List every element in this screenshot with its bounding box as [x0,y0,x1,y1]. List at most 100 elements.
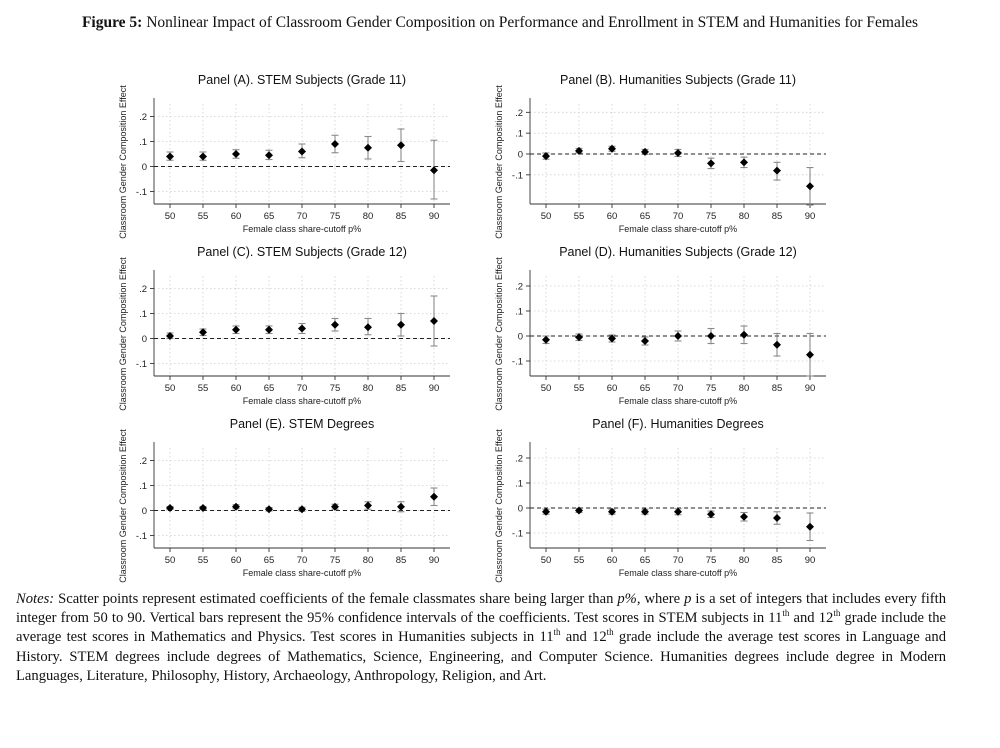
x-tick-label: 85 [396,383,407,394]
y-tick-label: -.1 [136,531,147,542]
y-tick-label: .2 [139,112,147,123]
notes-p-var: p [684,591,692,607]
figure-charts: Panel (A). STEM Subjects (Grade 11) -.1 0.… [118,73,826,583]
y-tick-label: 0 [518,150,523,161]
data-point-marker [740,158,748,167]
figure-caption: Figure 5: Nonlinear Impact of Classroom … [0,14,1000,32]
x-tick-label: 65 [264,555,275,566]
notes-label: Notes: [16,591,55,607]
panel-2: Panel (C). STEM Subjects (Grade 12) -.1 0.… [118,245,450,411]
panel-title: Panel (C). STEM Subjects (Grade 12) [197,245,407,259]
x-tick-label: 55 [198,211,209,222]
data-point-marker [575,146,583,155]
x-tick-label: 70 [297,555,308,566]
y-tick-label: .2 [515,108,523,119]
data-point-marker [397,502,405,511]
panel-title: Panel (A). STEM Subjects (Grade 11) [198,73,406,87]
data-point-marker [773,514,781,522]
y-tick-label: -.1 [512,529,523,540]
data-point-marker [166,152,174,161]
data-point-marker [331,502,339,511]
data-point-marker [232,325,240,334]
x-tick-label: 55 [198,383,209,394]
x-tick-label: 80 [739,211,750,222]
notes-p-percent: p% [617,591,637,607]
x-tick-label: 75 [330,555,341,566]
x-tick-label: 50 [541,383,552,394]
y-tick-label: .1 [515,129,523,140]
data-point-marker [773,340,781,349]
panel-title: Panel (E). STEM Degrees [230,417,375,431]
x-tick-label: 70 [673,555,684,566]
panel-title: Panel (F). Humanities Degrees [592,417,764,431]
x-tick-label: 60 [231,211,242,222]
x-tick-label: 80 [363,383,374,394]
y-tick-label: -.1 [136,187,147,198]
data-point-marker [265,505,273,514]
data-point-marker [641,337,649,345]
x-tick-label: 85 [772,211,783,222]
panel-1: Panel (B). Humanities Subjects (Grade 11… [494,73,826,239]
y-axis-label: Classroom Gender Composition Effect [494,85,504,239]
data-point-marker [740,330,748,339]
notes-text-4: and 12 [793,610,834,627]
x-tick-label: 70 [297,211,308,222]
figure-notes: Notes: Scatter points represent estimate… [16,590,946,686]
y-tick-label: -.1 [512,357,523,368]
panel-3: Panel (D). Humanities Subjects (Grade 12… [494,245,826,411]
x-axis-label: Female class share-cutoff p% [243,396,361,406]
notes-text-1: Scatter points represent estimated coeff… [58,591,614,607]
x-tick-label: 60 [231,555,242,566]
data-point-marker [265,151,273,160]
x-tick-label: 50 [541,211,552,222]
data-point-marker [364,143,372,152]
data-point-marker [674,148,682,157]
x-tick-label: 85 [772,555,783,566]
x-tick-label: 70 [673,383,684,394]
x-tick-label: 90 [429,555,440,566]
data-point-marker [608,334,616,343]
data-point-marker [641,147,649,156]
data-point-marker [166,504,174,512]
data-point-marker [806,182,814,191]
figure-label: Figure 5: [81,14,143,31]
y-tick-label: .1 [139,309,147,320]
x-tick-label: 80 [363,555,374,566]
notes-sup-th: th [833,608,841,619]
x-tick-label: 55 [198,555,209,566]
data-point-marker [806,522,814,531]
y-tick-label: .1 [515,479,523,490]
data-point-marker [232,502,240,511]
notes-text-6: and 12 [565,629,607,646]
x-tick-label: 55 [574,383,585,394]
x-axis-label: Female class share-cutoff p% [619,224,737,234]
data-point-marker [430,492,438,501]
notes-text-3: is a set of integers that includes every… [16,591,947,627]
y-axis-label: Classroom Gender Composition Effect [494,429,504,583]
x-tick-label: 70 [673,211,684,222]
data-point-marker [232,150,240,158]
y-tick-label: .1 [139,481,147,492]
x-tick-label: 75 [330,211,341,222]
notes-text-7: grade include the average test scores in… [16,629,946,684]
x-tick-label: 85 [772,383,783,394]
x-tick-label: 90 [429,383,440,394]
data-point-marker [166,332,174,340]
x-tick-label: 75 [706,383,717,394]
x-tick-label: 65 [264,211,275,222]
y-tick-label: 0 [518,504,523,515]
x-tick-label: 65 [640,555,651,566]
data-point-marker [298,324,306,333]
data-point-marker [707,332,715,340]
x-tick-label: 65 [264,383,275,394]
data-point-marker [542,335,550,344]
x-tick-label: 60 [607,555,618,566]
data-point-marker [199,504,207,512]
x-tick-label: 85 [396,555,407,566]
panel-0: Panel (A). STEM Subjects (Grade 11) -.1 0.… [118,73,450,239]
data-point-marker [430,317,438,325]
data-point-marker [641,507,649,516]
x-axis-label: Female class share-cutoff p% [243,224,361,234]
x-tick-label: 70 [297,383,308,394]
x-tick-label: 55 [574,555,585,566]
